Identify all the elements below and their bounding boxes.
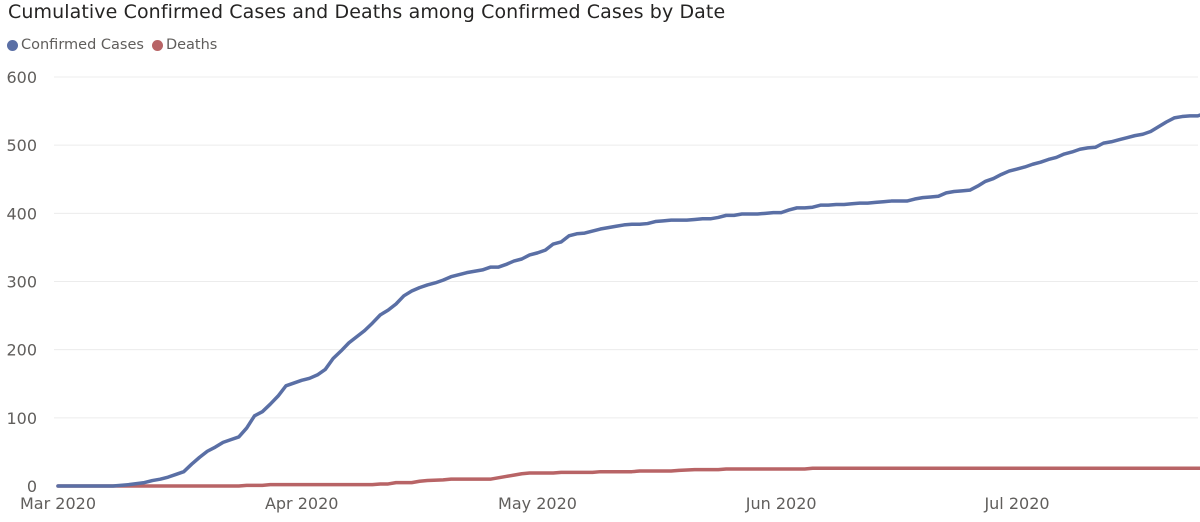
- y-tick-label-500: 500: [6, 136, 37, 155]
- chart-legend: Confirmed Cases Deaths: [7, 37, 225, 53]
- y-tick-label-300: 300: [6, 273, 37, 292]
- x-tick-label-apr-2020: Apr 2020: [265, 494, 338, 513]
- y-tick-label-200: 200: [6, 341, 37, 360]
- y-tick-label-600: 600: [6, 68, 37, 87]
- legend-item-confirmed-cases[interactable]: Confirmed Cases: [7, 37, 144, 53]
- series-line-deaths: [56, 466, 1200, 488]
- legend-item-deaths[interactable]: Deaths: [151, 37, 218, 53]
- x-tick-label-jun-2020: Jun 2020: [745, 494, 817, 513]
- x-tick-label-mar-2020: Mar 2020: [20, 494, 96, 513]
- series-line-confirmed-cases: [56, 113, 1200, 488]
- x-tick-label-may-2020: May 2020: [498, 494, 577, 513]
- legend-label-deaths: Deaths: [165, 37, 218, 53]
- y-tick-label-400: 400: [6, 204, 37, 223]
- legend-dot-confirmed-cases: [7, 39, 18, 51]
- chart-title: Cumulative Confirmed Cases and Deaths am…: [8, 1, 726, 23]
- legend-label-confirmed-cases: Confirmed Cases: [21, 37, 144, 53]
- y-tick-label-0: 0: [27, 477, 37, 496]
- x-tick-label-jul-2020: Jul 2020: [983, 494, 1049, 513]
- y-tick-label-100: 100: [6, 409, 37, 428]
- legend-dot-deaths: [151, 39, 163, 51]
